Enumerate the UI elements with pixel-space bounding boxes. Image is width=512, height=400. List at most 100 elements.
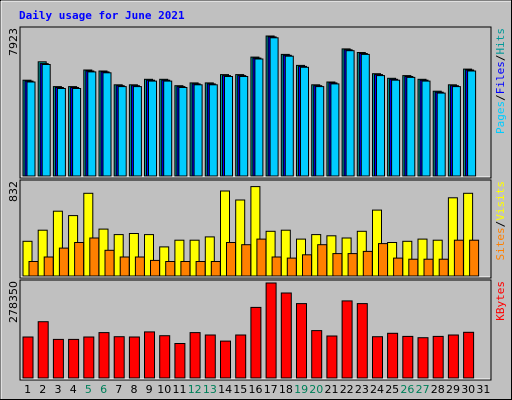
bar-visits-day-1 — [22, 240, 33, 277]
bar-kbytes-day-10 — [159, 335, 171, 379]
bar-visits-day-8 — [128, 233, 139, 277]
x-label-day-17: 17 — [264, 383, 278, 396]
bar-visits-day-29 — [447, 197, 458, 277]
bar-kbytes-day-17 — [265, 282, 277, 379]
bar-pages-day-12 — [193, 84, 203, 177]
bar-kbytes-day-1 — [22, 336, 34, 379]
bar-sites-day-26 — [408, 258, 419, 277]
panel-kbytes: 278350 KBytes — [7, 279, 507, 381]
bar-sites-day-15 — [241, 244, 252, 277]
chart-title: Daily usage for June 2021 — [19, 9, 185, 22]
x-label-day-3: 3 — [55, 383, 62, 396]
bar-visits-day-18 — [280, 229, 291, 277]
bar-visits-day-11 — [174, 239, 185, 277]
legend-separator: / — [494, 55, 507, 62]
bar-visits-day-5 — [83, 192, 94, 277]
bar-visits-day-28 — [432, 239, 443, 277]
bar-sites-day-27 — [423, 258, 434, 277]
bar-sites-day-7 — [119, 256, 130, 277]
x-label-day-23: 23 — [355, 383, 369, 396]
bar-sites-day-16 — [256, 238, 267, 277]
bar-visits-day-13 — [204, 236, 215, 277]
bar-kbytes-day-7 — [113, 336, 125, 379]
x-label-day-22: 22 — [340, 383, 354, 396]
legend-pages: Pages — [494, 101, 507, 134]
bar-pages-day-9 — [148, 80, 157, 177]
bar-kbytes-day-11 — [174, 343, 186, 379]
bar-pages-day-19 — [300, 66, 309, 177]
bar-pages-day-20 — [315, 86, 325, 177]
x-label-day-31: 31 — [476, 383, 490, 396]
bar-pages-day-6 — [102, 72, 112, 177]
bar-sites-day-2 — [43, 256, 54, 277]
legend-hits: Hits — [494, 28, 507, 55]
bar-sites-day-9 — [150, 259, 160, 277]
panel-visits-sites-ymax-label: 832 — [7, 181, 20, 202]
bar-kbytes-day-22 — [341, 300, 353, 379]
bar-kbytes-day-27 — [417, 337, 429, 379]
bar-sites-day-8 — [134, 256, 145, 277]
bar-sites-day-6 — [104, 249, 115, 277]
bar-kbytes-day-29 — [447, 334, 459, 379]
bar-sites-day-30 — [469, 239, 480, 277]
legend-kbytes: KBytes — [494, 281, 507, 321]
bar-kbytes-day-26 — [402, 335, 414, 379]
x-label-day-8: 8 — [131, 383, 138, 396]
x-label-day-1: 1 — [24, 383, 31, 396]
x-label-day-15: 15 — [233, 383, 247, 396]
legend-visits: Visits — [494, 181, 507, 221]
bar-kbytes-day-8 — [128, 336, 140, 379]
bar-pages-day-26 — [406, 76, 416, 177]
bar-pages-day-14 — [224, 76, 233, 177]
bar-kbytes-day-20 — [311, 330, 323, 379]
x-axis-labels: 1 2 3 4 5 6 7 8 9 10 11 12 13 14 15 16 17 18 19 20 21 22 23 24 2… — [24, 383, 490, 396]
bar-visits-day-12 — [189, 239, 200, 277]
bar-kbytes-day-3 — [52, 338, 64, 379]
x-label-day-29: 29 — [446, 383, 460, 396]
panel-kbytes-ymax-label: 278350 — [7, 281, 20, 323]
x-label-day-30: 30 — [461, 383, 475, 396]
bar-kbytes-day-23 — [356, 303, 368, 379]
bar-sites-day-23 — [362, 250, 373, 277]
bar-sites-day-3 — [58, 247, 69, 277]
bar-kbytes-day-9 — [144, 331, 155, 379]
x-label-day-4: 4 — [70, 383, 77, 396]
bar-sites-day-1 — [28, 261, 39, 277]
bar-pages-day-25 — [391, 79, 401, 177]
bar-sites-day-13 — [210, 261, 221, 277]
bar-visits-day-14 — [220, 190, 230, 277]
chart-panels: 7923Pages/Files/Hits832Sites/Visits27835… — [7, 26, 507, 381]
bar-kbytes-day-18 — [280, 292, 292, 379]
bar-pages-day-7 — [117, 86, 127, 177]
bar-pages-day-28 — [436, 92, 446, 177]
panel-visits-sites: 832 Sites/Visits — [7, 179, 507, 279]
bar-sites-day-22 — [347, 253, 358, 277]
bar-kbytes-day-14 — [220, 340, 231, 379]
bar-sites-day-28 — [438, 258, 449, 277]
bar-kbytes-day-6 — [98, 332, 110, 379]
bar-pages-day-1 — [26, 81, 36, 177]
bar-pages-day-15 — [239, 76, 249, 177]
legend-separator: / — [494, 221, 507, 228]
bar-sites-day-10 — [165, 261, 176, 277]
legend-files: Files — [494, 61, 507, 94]
bar-kbytes-day-19 — [296, 303, 307, 379]
bar-sites-day-19 — [302, 254, 312, 277]
bar-pages-day-21 — [330, 83, 340, 177]
bar-sites-day-11 — [180, 261, 191, 277]
bar-visits-day-24 — [372, 209, 382, 277]
legend-separator: / — [494, 94, 507, 101]
bar-kbytes-day-30 — [463, 331, 475, 379]
legend-sites: Sites — [494, 227, 507, 260]
bar-sites-day-24 — [378, 243, 388, 277]
bar-kbytes-day-24 — [372, 336, 383, 379]
x-label-day-27: 27 — [416, 383, 430, 396]
bar-sites-day-12 — [195, 261, 206, 277]
x-label-day-11: 11 — [173, 383, 187, 396]
x-label-day-7: 7 — [115, 383, 122, 396]
x-label-day-19: 19 — [294, 383, 308, 396]
bar-pages-day-3 — [56, 88, 66, 177]
bar-kbytes-day-12 — [189, 332, 201, 379]
bar-pages-day-24 — [376, 75, 385, 177]
